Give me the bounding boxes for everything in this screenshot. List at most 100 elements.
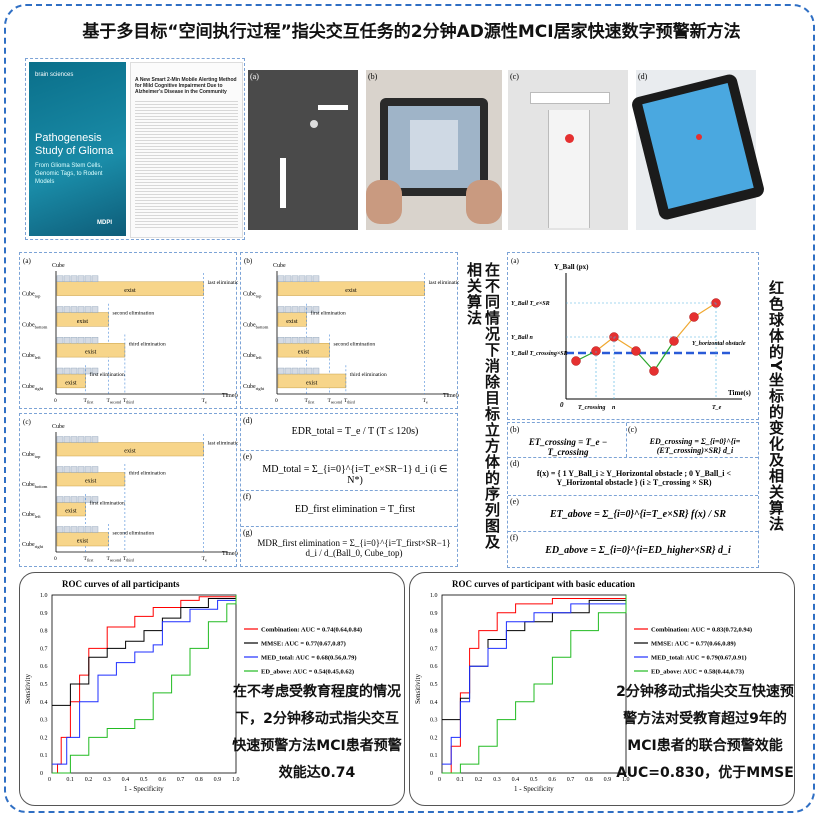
formula-panel-left: (d) EDR_total = T_e / T (T ≤ 120s) (e) M…	[240, 413, 458, 567]
formula-f-x: f(x) = { 1 Y_Ball_i ≥ Y_Horizontal obsta…	[536, 469, 732, 487]
cube-icon	[91, 526, 99, 533]
tick-sub: e	[205, 400, 207, 405]
row-label: Cubetop	[22, 452, 41, 459]
cube-icon	[84, 466, 92, 473]
sequence-chart-a: (a) Cube Time(s) exist last elimination Cubet…	[22, 257, 242, 405]
panel-label: (b)	[244, 257, 253, 265]
tick-label: Tfirst	[84, 398, 95, 405]
tick-label: 0	[54, 398, 57, 404]
bar-label: exist	[124, 449, 136, 455]
row-sub: right	[35, 544, 44, 549]
row-sub: bottom	[35, 484, 48, 489]
tick-sub: first	[87, 558, 94, 563]
cube-icon	[284, 275, 292, 282]
cube-icon	[56, 436, 64, 443]
cube-icon	[91, 367, 99, 375]
tick-label: Tfirst	[84, 556, 95, 563]
cube-icon	[277, 275, 285, 282]
tick-sub: second	[331, 400, 342, 405]
y-tick-label: 0	[430, 771, 433, 777]
legend-entry: MMSE: AUC = 0.77(0.67,0.87)	[261, 641, 346, 648]
cube-icon	[84, 496, 92, 503]
x-axis-label: Time(s)	[443, 392, 459, 399]
tick-label: Tfirst	[305, 398, 316, 405]
y-mark-label: Y_Ball T_crossing×SR	[511, 351, 568, 357]
cube-icon	[77, 466, 85, 473]
cube-icon	[291, 306, 299, 313]
roc-panel-all: ROC curves of all participants 0 0.1 0.2 0.3…	[19, 572, 405, 806]
journal-name: brain sciences	[35, 72, 74, 78]
ball-point	[571, 356, 581, 366]
cube-icon	[91, 496, 99, 503]
event-label: third elimination	[350, 372, 387, 378]
formula-et-above: ET_above = Σ_{i=0}^{i=T_e×SR} f(x) / SR	[549, 509, 727, 520]
cube-icon	[70, 306, 78, 313]
sequence-panel-c: (c) Cube Time(s) exist last elimination Cubet…	[19, 413, 242, 567]
row-label: Cubebottom	[243, 322, 269, 329]
x-tick-label: 0.8	[195, 777, 203, 783]
exist-bar	[56, 442, 204, 457]
cube-icon	[63, 367, 71, 375]
cube-icon	[305, 337, 313, 344]
tick-label: Tsecond	[106, 556, 120, 563]
y-tick-label: 0.8	[430, 629, 438, 635]
tick-sub: third	[126, 558, 134, 563]
row-label: Cubetop	[22, 292, 41, 299]
row-sub: bottom	[256, 324, 269, 329]
cube-icon	[291, 275, 299, 282]
trajectory-segment	[673, 316, 695, 342]
row-sub: left	[256, 355, 263, 360]
cube-icon	[70, 275, 78, 282]
cube-icon	[70, 496, 78, 503]
x-tick-label: 0.8	[585, 777, 593, 783]
cube-icon	[77, 275, 85, 282]
event-label: third elimination	[129, 341, 166, 347]
cube-icon	[277, 367, 285, 375]
bar-label: exist	[306, 380, 318, 386]
y-axis-label: Cube	[52, 263, 65, 269]
row-label: Cubeleft	[22, 512, 41, 519]
row-label: Cubebottom	[22, 482, 48, 489]
bar-label: exist	[124, 288, 136, 294]
cube-icon	[91, 436, 99, 443]
y-mark-label: Y_Ball T_e×SR	[511, 301, 550, 307]
tick-label: Tthird	[123, 556, 134, 563]
cube-icon	[63, 466, 71, 473]
y-axis-label: Cube	[52, 424, 65, 430]
x-tick-label: 0.2	[85, 777, 93, 783]
cube-icon	[305, 306, 313, 313]
y-tick-label: 0.9	[40, 611, 48, 617]
roc-chart-edu: ROC curves of participant with basic edu…	[414, 579, 752, 793]
roc-note-all: 在不考虑受教育程度的情况下，2分钟移动式指尖交互快速预警方法MCI患者预警效能达…	[232, 684, 402, 781]
roc-title: ROC curves of all participants	[62, 579, 180, 589]
formula-et-crossing: ET_crossing = T_e − T_crossing	[528, 437, 608, 457]
cube-icon	[312, 275, 320, 282]
outer-frame	[4, 4, 815, 813]
bar-label: exist	[65, 380, 77, 386]
tick-label: 0	[275, 398, 278, 404]
y-axis-label: Cube	[273, 263, 286, 269]
row-label: Cubetop	[243, 292, 262, 299]
cube-icon	[70, 337, 78, 344]
bar-label: exist	[77, 539, 89, 545]
formula-ed-crossing: ED_crossing = Σ_{i=0}^{i=(ET_crossing)×S…	[649, 437, 741, 455]
y-tick-label: 1.0	[40, 593, 48, 599]
row-sub: left	[35, 355, 42, 360]
bar-label: exist	[65, 509, 77, 515]
photo-d: (d)	[630, 70, 766, 230]
panel-label: (c)	[23, 418, 31, 426]
cube-icon	[298, 337, 306, 344]
photo-a: (a)	[248, 70, 358, 230]
cube-icon	[84, 526, 92, 533]
cube-icon	[312, 306, 320, 313]
row-sub: bottom	[35, 324, 48, 329]
roc-chart-all: ROC curves of all participants 0 0.1 0.2 0.3…	[24, 579, 362, 793]
tick-label: Te	[202, 556, 207, 563]
formula-panel-right: (b) ET_crossing = T_e − T_crossing (c) E…	[507, 422, 759, 568]
tick-sub: second	[110, 558, 121, 563]
cube-icon	[291, 337, 299, 344]
row-label: Cubeleft	[22, 353, 41, 360]
y-tick-label: 0.3	[430, 718, 438, 724]
y-axis-label: Sensitivity	[24, 674, 32, 704]
roc-curve	[442, 595, 627, 774]
